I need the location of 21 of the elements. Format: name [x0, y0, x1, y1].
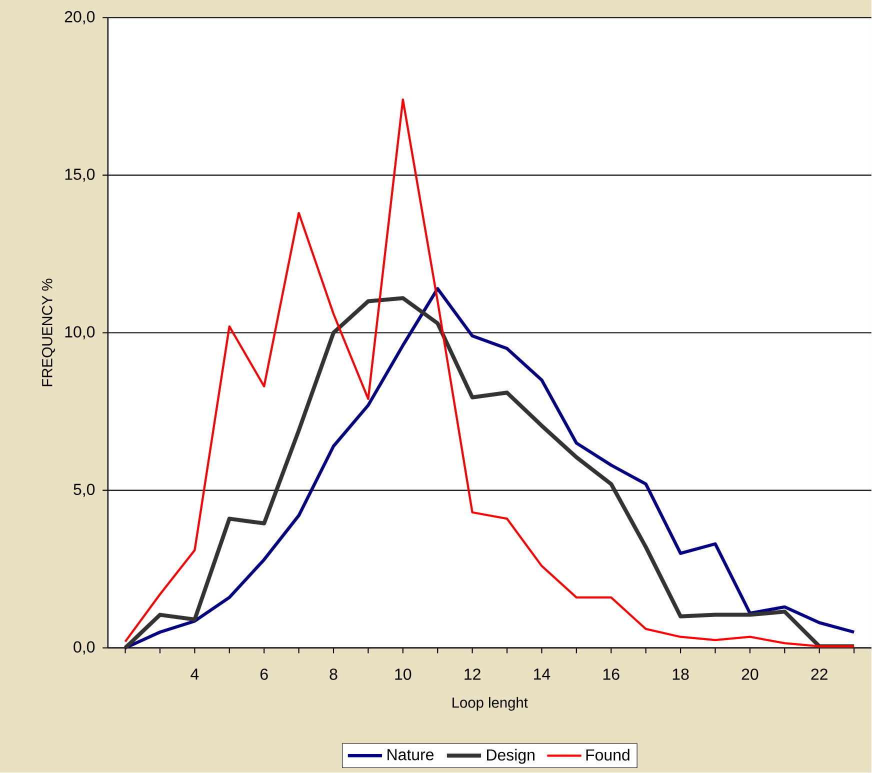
line-series: [124, 98, 856, 648]
x-tick-label: 20: [742, 668, 758, 680]
legend-label: Design: [487, 748, 534, 764]
x-tick-label: 18: [672, 668, 689, 680]
x-tick-label: 22: [811, 668, 828, 680]
x-tick-label: 16: [603, 668, 620, 680]
x-tick-label: 8: [330, 668, 338, 680]
y-tick-label: 20,0: [64, 11, 95, 24]
x-tick-label: 12: [464, 668, 480, 680]
legend-label: Found: [586, 748, 630, 761]
x-tick-label: 14: [534, 668, 550, 680]
legend-label: Nature: [388, 749, 434, 760]
x-axis-title: Loop lenght: [452, 697, 528, 711]
x-tick-label: 4: [190, 668, 199, 680]
y-tick-label: 5,0: [74, 484, 95, 498]
y-axis-title: FREQUENCY %: [42, 278, 55, 386]
x-tick-label: 10: [395, 668, 412, 680]
y-tick-label: 10,0: [65, 326, 95, 340]
y-tick-label: 15,0: [65, 168, 95, 182]
y-tick-label: 0,0: [74, 641, 95, 655]
x-tick-label: 6: [260, 668, 268, 680]
